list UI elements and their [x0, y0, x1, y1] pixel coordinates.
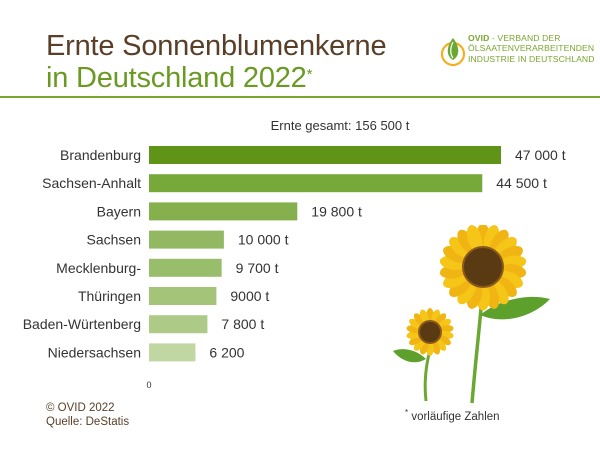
- x-axis-zero-label: 0: [146, 380, 151, 390]
- title-asterisk: *: [306, 66, 313, 83]
- value-label-8: 6 200: [209, 344, 244, 360]
- category-label-7: Baden-Würtenberg: [23, 316, 141, 332]
- total-harvest-text: Ernte gesamt: 156 500 t: [270, 118, 410, 133]
- category-label-2: Sachsen-Anhalt: [42, 175, 141, 191]
- bar-1: [149, 146, 501, 164]
- title-line-1: Ernte Sonnenblumenkerne: [46, 30, 387, 62]
- footnote-text: vorläufige Zahlen: [408, 410, 500, 423]
- chart-title: Ernte Sonnenblumenkerne in Deutschland 2…: [46, 30, 387, 94]
- bar-2: [149, 174, 483, 193]
- ovid-logo-icon: [440, 38, 466, 67]
- title-line-2: in Deutschland 2022*: [46, 62, 386, 94]
- bar-3: [149, 202, 298, 221]
- category-label-1: Brandenburg: [60, 147, 141, 163]
- value-label-1: 47 000 t: [515, 147, 566, 163]
- source-text: Quelle: DeStatis: [46, 416, 130, 428]
- brand-name: OVID: [468, 33, 490, 43]
- title-line-2-text: in Deutschland 2022: [46, 62, 307, 94]
- value-label-5: 9 700 t: [236, 260, 279, 276]
- copyright-text: © OVID 2022: [46, 402, 115, 414]
- category-label-8: Niedersachsen: [48, 344, 141, 360]
- bar-6: [149, 287, 217, 305]
- bar-7: [149, 315, 208, 334]
- category-label-4: Sachsen: [87, 232, 141, 248]
- brand-line-1-rest: - VERBAND DER: [489, 33, 561, 43]
- bar-5: [149, 258, 222, 277]
- brand-line-3: INDUSTRIE IN DEUTSCHLAND: [468, 53, 595, 64]
- brand-line-1: OVID - VERBAND DER: [468, 33, 595, 43]
- category-label-6: Thüringen: [78, 288, 141, 304]
- footer-credits: © OVID 2022 Quelle: DeStatis: [46, 401, 129, 429]
- bar-4: [149, 230, 224, 249]
- footnote: * vorläufige Zahlen: [405, 408, 500, 423]
- value-label-2: 44 500 t: [496, 175, 547, 191]
- value-label-7: 7 800 t: [221, 316, 264, 332]
- footnote-asterisk: *: [405, 408, 409, 417]
- value-label-3: 19 800 t: [311, 203, 362, 219]
- header-divider: [0, 96, 600, 98]
- category-label-3: Bayern: [97, 203, 141, 219]
- total-harvest-label: Ernte gesamt: 156 500 t: [0, 118, 600, 133]
- value-label-6: 9000 t: [230, 288, 269, 304]
- sunflower-illustration: [393, 225, 550, 404]
- category-label-5: Mecklenburg-: [56, 260, 141, 276]
- bar-8: [149, 343, 196, 362]
- ovid-brand-text: OVID - VERBAND DER ÖLSAATENVERARBEITENDE…: [468, 33, 595, 64]
- ovid-brand[interactable]: OVID - VERBAND DER ÖLSAATENVERARBEITENDE…: [440, 32, 594, 72]
- value-label-4: 10 000 t: [238, 232, 289, 248]
- brand-line-2: ÖLSAATENVERARBEITENDEN: [468, 43, 595, 54]
